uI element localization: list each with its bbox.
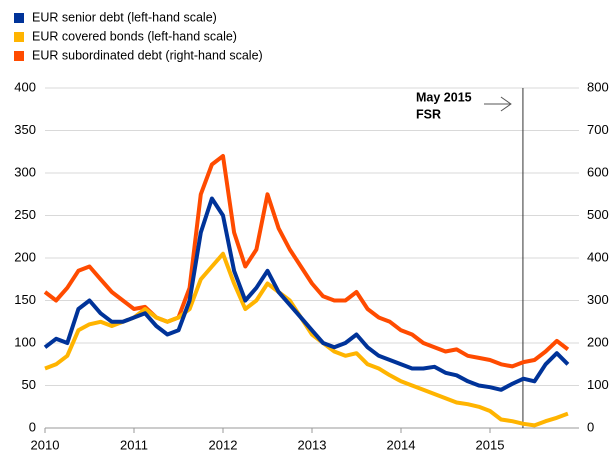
y2-tick-label: 800 — [587, 79, 609, 94]
y2-tick-label: 0 — [587, 419, 594, 434]
y-tick-label: 50 — [22, 377, 36, 392]
series-line — [43, 154, 570, 369]
y-tick-label: 400 — [14, 79, 36, 94]
y2-tick-label: 600 — [587, 164, 609, 179]
x-tick-label: 2010 — [31, 437, 60, 452]
x-tick-label: 2014 — [387, 437, 416, 452]
y-tick-label: 0 — [29, 419, 36, 434]
x-tick-label: 2012 — [209, 437, 238, 452]
x-tick-label: 2013 — [298, 437, 327, 452]
annotation-arrow — [484, 96, 512, 112]
y2-tick-label: 500 — [587, 207, 609, 222]
annotation-text: FSR — [416, 107, 441, 121]
series-line — [44, 251, 569, 428]
legend-label: EUR senior debt (left-hand scale) — [32, 10, 217, 24]
y-tick-label: 100 — [14, 334, 36, 349]
y-tick-label: 200 — [14, 249, 36, 264]
legend: EUR senior debt (left-hand scale) EUR cov… — [14, 10, 263, 62]
y-tick-label: 350 — [14, 122, 36, 137]
y2-tick-label: 300 — [587, 292, 609, 307]
legend-label: EUR covered bonds (left-hand scale) — [32, 29, 237, 43]
legend-swatch — [14, 32, 24, 42]
x-tick-label: 2011 — [120, 437, 148, 452]
annotation-text: May 2015 — [416, 90, 472, 104]
y2-tick-label: 700 — [587, 122, 609, 137]
legend-swatch — [14, 51, 24, 61]
x-tick-label: 2015 — [476, 437, 505, 452]
legend-swatch — [14, 13, 24, 23]
y2-tick-label: 400 — [587, 249, 609, 264]
legend-label: EUR subordinated debt (right-hand scale) — [32, 48, 263, 62]
y-tick-label: 300 — [14, 164, 36, 179]
y2-tick-label: 200 — [587, 334, 609, 349]
y-tick-label: 250 — [14, 207, 36, 222]
y-tick-label: 150 — [14, 292, 36, 307]
series-line — [43, 196, 570, 392]
y2-tick-label: 100 — [587, 377, 609, 392]
